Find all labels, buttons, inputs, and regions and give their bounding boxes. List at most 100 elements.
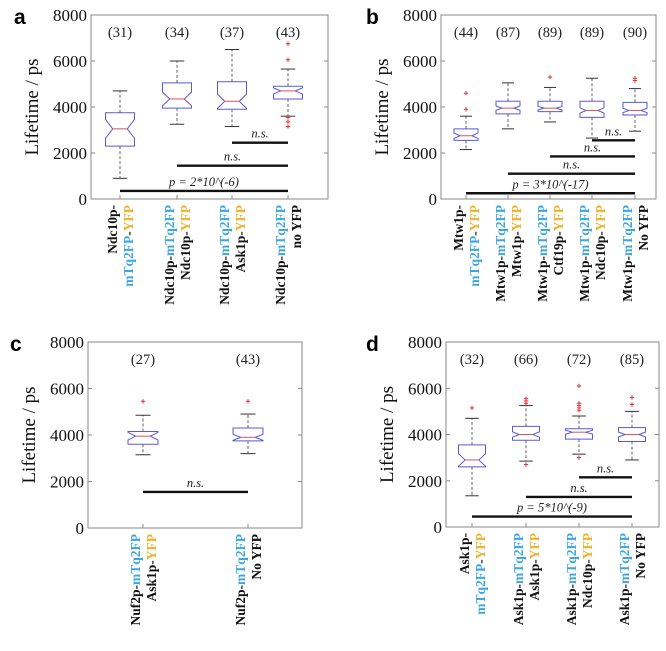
category-label-segment: Ask1p-: [564, 584, 579, 625]
significance-bar: n.s.: [232, 127, 288, 144]
category-label-segment: mTq2FP: [564, 533, 579, 584]
significance-bar: n.s.: [143, 476, 248, 494]
category-label-line: Mtw1p-mTq2FP: [620, 205, 635, 302]
notched-box: [618, 427, 646, 442]
category-label-segment: No YFP: [636, 205, 651, 251]
significance-label: n.s.: [605, 124, 622, 138]
category-label-segment: mTq2FP: [577, 205, 592, 256]
panel-a: a 0 2000 4000 6000 8000 Lifetime / ps (31) Ndc10…: [14, 6, 329, 305]
category-label-line: Mtw1p-mTq2FP: [535, 205, 550, 302]
category-label-line: No YFP: [633, 533, 648, 579]
box-3: (72) Ask1p-mTq2FP Ndc10p-YFP: [564, 352, 595, 625]
category-label-segment: mTq2FP: [128, 534, 143, 585]
category-label-segment: Ndc10p-: [105, 205, 120, 254]
category-label-segment: Ctf19p-: [551, 231, 566, 275]
category-label-segment: no YFP: [289, 205, 304, 248]
y-tick-label: 8000: [50, 333, 84, 352]
category-label-segment: -: [467, 231, 482, 236]
sample-size-label: (72): [567, 352, 591, 368]
category-label-segment: Ask1p-: [233, 231, 248, 272]
notched-box: [105, 112, 135, 147]
category-label-segment: YFP: [473, 533, 488, 559]
category-label-line: Ndc10p-mTq2FP: [273, 205, 288, 305]
axes-frame: [87, 341, 303, 529]
significance-bar: n.s.: [592, 124, 635, 142]
category-label-line: mTq2FP-YFP: [121, 205, 136, 287]
notched-box: [537, 100, 563, 113]
box-4: (43) Ndc10p-mTq2FP no YFP: [273, 25, 304, 305]
y-tick-label: 4000: [53, 98, 87, 117]
category-label-segment: No YFP: [633, 533, 648, 579]
category-label-segment: -: [121, 231, 136, 236]
category-label-line: mTq2FP-YFP: [467, 205, 482, 287]
outlier-marker: [576, 455, 582, 460]
category-label-segment: mTq2FP: [233, 534, 248, 585]
category-label-segment: YFP: [527, 533, 542, 559]
y-tick-label: 2000: [408, 472, 442, 491]
significance-label: p = 2*10^(-6): [168, 175, 239, 189]
category-label-segment: mTq2FP: [473, 564, 488, 615]
outlier-marker: [469, 405, 475, 411]
category-label-line: Ask1p-YFP: [233, 205, 248, 273]
category-label-line: Mtw1p-mTq2FP: [493, 205, 508, 302]
category-label-segment: mTq2FP: [467, 236, 482, 287]
box-2: (87)Mtw1p-mTq2FP Mtw1p-YFP: [493, 25, 524, 302]
significance-bar: n.s.: [550, 140, 635, 158]
notched-box: [453, 128, 479, 141]
significance-label: n.s.: [584, 140, 601, 154]
category-label-line: Nuf2p-mTq2FP: [128, 534, 143, 626]
category-label-line: Ndc10p-YFP: [593, 205, 608, 280]
category-label-segment: YFP: [467, 205, 482, 231]
category-label-segment: Mtw1p-: [620, 256, 635, 302]
category-label-line: Ndc10p-YFP: [178, 205, 193, 280]
category-label-segment: Ndc10p-: [217, 256, 232, 305]
category-label-segment: Mtw1p-: [577, 256, 592, 302]
significance-bar: n.s.: [508, 158, 635, 175]
box-4: (89) Mtw1p-mTq2FP Ndc10p-YFP: [577, 25, 608, 302]
category-label-line: mTq2FP-YFP: [473, 533, 488, 615]
notched-box: [217, 81, 247, 110]
category-label-segment: Mtw1p-: [535, 256, 550, 302]
outlier-marker: [285, 57, 291, 63]
significance-label: n.s.: [563, 158, 580, 172]
category-label-segment: YFP: [509, 205, 524, 231]
outlier-marker: [576, 383, 582, 389]
outlier-marker: [629, 402, 635, 407]
category-label-segment: YFP: [593, 205, 608, 231]
y-tick-label: 4000: [403, 98, 437, 117]
box-2: (43) Nuf2p-mTq2FP No YFP: [232, 352, 264, 626]
category-label-segment: Ndc10p-: [580, 559, 595, 608]
panel-c: c 0 2000 4000 6000 8000 Lifetime / ps (27) Nuf2p…: [10, 333, 303, 626]
y-tick-label: 0: [429, 190, 438, 209]
sample-size-label: (31): [108, 25, 132, 41]
outlier-marker: [285, 124, 291, 129]
significance-label: p = 3*10^(-17): [511, 177, 588, 191]
category-label-segment: YFP: [121, 205, 136, 231]
outlier-marker: [547, 74, 553, 80]
category-label-segment: No YFP: [249, 534, 264, 580]
sample-size-label: (37): [220, 25, 244, 41]
category-label-line: Ndc10p-mTq2FP: [217, 205, 232, 305]
y-tick-label: 4000: [50, 426, 84, 445]
category-label-line: Nuf2p-mTq2FP: [233, 534, 248, 626]
significance-label: n.s.: [187, 476, 204, 490]
outlier-marker: [463, 107, 469, 112]
category-label-segment: mTq2FP: [493, 205, 508, 256]
category-label-line: Ask1p-mTq2FP: [511, 533, 526, 625]
box-2: (34)Ndc10p-mTq2FP Ndc10p-YFP: [162, 25, 193, 305]
category-label-segment: mTq2FP: [511, 533, 526, 584]
category-label-segment: YFP: [580, 533, 595, 559]
category-label-segment: Ndc10p-: [162, 256, 177, 305]
notched-box: [579, 100, 605, 118]
category-label-segment: Ndc10p-: [273, 256, 288, 305]
significance-bar: p = 3*10^(-17): [466, 177, 635, 195]
category-label-segment: Ask1p-: [617, 584, 632, 625]
category-label-segment: Mtw1p-: [493, 256, 508, 302]
panel-letter: a: [14, 6, 26, 29]
notched-box: [565, 428, 593, 440]
box-1: (44) Mtw1p-mTq2FP-YFP: [451, 25, 482, 287]
y-axis-label: Lifetime / ps: [377, 386, 398, 483]
box-1: (31) Ndc10p-mTq2FP-YFP: [105, 25, 136, 287]
outlier-marker: [632, 76, 638, 81]
notched-box: [512, 425, 540, 441]
